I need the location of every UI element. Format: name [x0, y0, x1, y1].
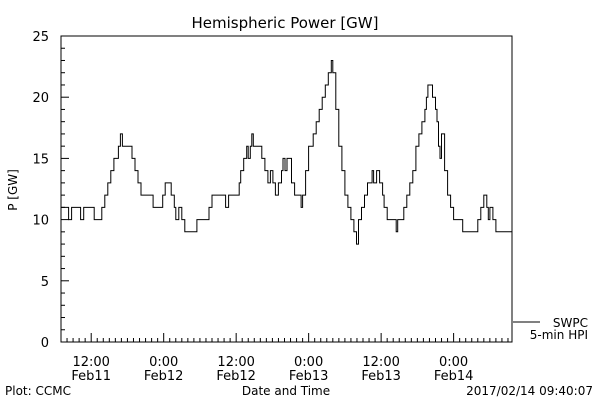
x-tick-date: Feb11 [71, 369, 111, 384]
x-tick-time: 12:00 [362, 355, 399, 370]
chart-title: Hemispheric Power [GW] [192, 14, 379, 32]
x-tick-date: Feb12 [216, 369, 256, 384]
data-series [61, 60, 512, 245]
x-tick-time: 12:00 [217, 355, 254, 370]
y-tick-label: 5 [41, 275, 49, 290]
x-tick-date: Feb12 [144, 369, 184, 384]
series-line [61, 60, 512, 245]
plot-timestamp: 2017/02/14 09:40:07 [466, 384, 593, 398]
x-tick-date: Feb13 [289, 369, 329, 384]
plot-credit: Plot: CCMC [5, 384, 71, 398]
x-tick-date: Feb13 [361, 369, 401, 384]
y-axis-label: P [GW] [6, 169, 20, 211]
x-tick-time: 12:00 [72, 355, 109, 370]
x-tick-time: 0:00 [439, 355, 468, 370]
y-tick-label: 15 [32, 152, 49, 167]
x-tick-date: Feb14 [434, 369, 474, 384]
y-tick-label: 20 [32, 91, 49, 106]
y-tick-label: 0 [41, 336, 49, 351]
x-axis-label: Date and Time [242, 384, 330, 398]
legend: SWPC 5-min HPI [513, 316, 588, 342]
x-axis: 12:00Feb110:00Feb1212:00Feb120:00Feb1312… [60, 333, 509, 384]
y-tick-label: 25 [32, 30, 49, 45]
y-axis: 0 5 10 15 20 25 [32, 30, 69, 351]
y-tick-label: 10 [32, 214, 49, 229]
legend-entry: 5-min HPI [530, 328, 588, 342]
x-tick-time: 0:00 [294, 355, 323, 370]
x-tick-time: 0:00 [149, 355, 178, 370]
legend-title: SWPC [553, 316, 588, 330]
plot-frame [60, 35, 513, 343]
